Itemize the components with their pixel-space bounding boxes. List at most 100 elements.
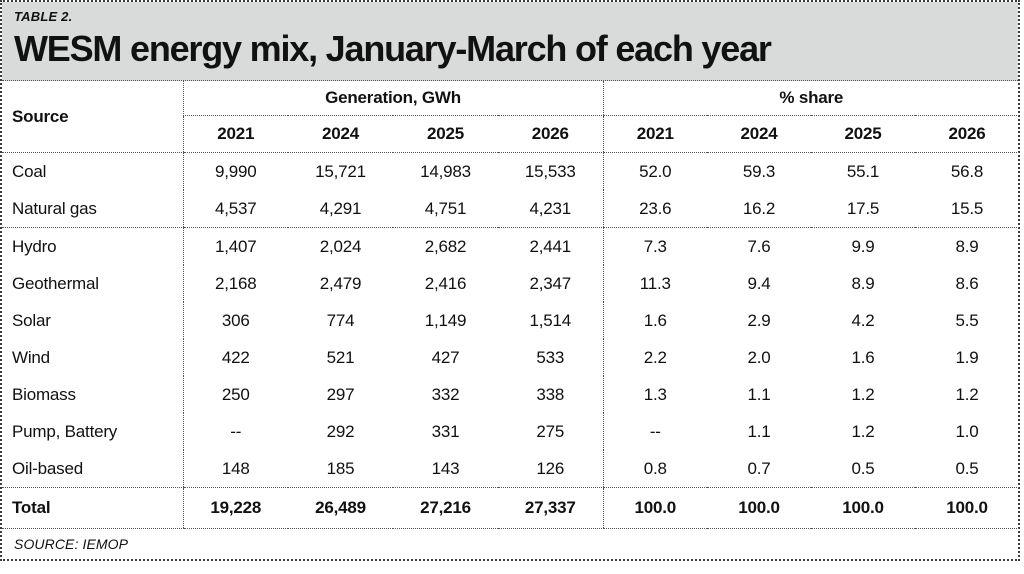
share-value: 9.9: [851, 236, 875, 256]
share-value: 52.0: [602, 152, 708, 190]
generation-value: 14,983: [420, 161, 471, 181]
generation-value: 306: [182, 302, 288, 339]
total-row-label: Total: [2, 487, 183, 529]
share-value: 0.8: [602, 450, 708, 488]
generation-value: 4,291: [288, 190, 393, 228]
generation-value: 1,514: [529, 310, 572, 330]
column-group-share: % share: [602, 81, 1020, 116]
share-value: 1.3: [602, 376, 708, 413]
share-value: 8.9: [851, 273, 875, 293]
total-share-2024: 100.0: [707, 487, 812, 529]
generation-value: 774: [326, 310, 355, 330]
total-share-2026: 100.0: [915, 487, 1020, 529]
generation-value: 275: [536, 421, 565, 441]
generation-value: 9,990: [182, 152, 288, 190]
year-header-share-2024: 2024: [707, 115, 812, 153]
row-label: Natural gas: [2, 190, 183, 228]
row-label: Biomass: [12, 384, 76, 404]
row-label: Oil-based: [2, 450, 183, 488]
generation-value: 1,407: [182, 227, 288, 265]
generation-value: 2,479: [319, 273, 362, 293]
share-value: 5.5: [955, 310, 979, 330]
share-value: 59.3: [742, 161, 776, 181]
generation-value: 292: [326, 421, 355, 441]
table-row: Solar 306 774 1,149 1,514 1.6 2.9 4.2 5.5: [2, 302, 1019, 339]
share-value: --: [602, 413, 708, 450]
column-group-generation: Generation, GWh: [182, 81, 604, 116]
table-row: Coal 9,990 15,721 14,983 15,533 52.0 59.3 55.1 5…: [2, 152, 1019, 190]
share-value: 9.4: [747, 273, 771, 293]
row-label: Wind: [12, 347, 50, 367]
generation-value: 422: [182, 339, 288, 376]
generation-value: 2,441: [529, 236, 572, 256]
generation-value: 4,537: [182, 190, 288, 228]
row-label: Solar: [12, 310, 51, 330]
share-value: 1.2: [851, 384, 875, 404]
share-value: 0.5: [811, 450, 916, 488]
column-header-source: Source: [2, 81, 183, 153]
generation-value: 185: [288, 450, 393, 488]
generation-value: 2,168: [182, 265, 288, 302]
row-label: Pump, Battery: [12, 421, 118, 441]
generation-value: 533: [536, 347, 565, 367]
generation-value: 15,721: [315, 161, 366, 181]
share-value: 8.6: [955, 273, 979, 293]
generation-value: 331: [431, 421, 460, 441]
share-value: 11.3: [602, 265, 708, 302]
generation-value: --: [182, 413, 288, 450]
generation-value: 521: [326, 347, 355, 367]
total-share-2025: 100.0: [811, 487, 916, 529]
table-title: WESM energy mix, January-March of each y…: [14, 28, 772, 69]
table-row: Geothermal 2,168 2,479 2,416 2,347 11.3 9.4 8.9…: [2, 265, 1019, 302]
year-header-share-2026: 2026: [915, 115, 1020, 153]
generation-value: 15,533: [524, 161, 576, 181]
total-generation-2021: 19,228: [182, 487, 288, 529]
total-row: Total 19,228 26,489 27,216 27,337 100.0 …: [2, 487, 1020, 529]
share-value: 8.9: [955, 236, 979, 256]
share-value: 56.8: [950, 161, 984, 181]
generation-value: 143: [393, 450, 498, 488]
share-value: 7.3: [602, 227, 708, 265]
table-row: Oil-based 148 185 143 126 0.8 0.7 0.5 0.5: [2, 450, 1020, 488]
generation-value: 2,024: [319, 236, 362, 256]
generation-value: 250: [182, 376, 288, 413]
share-value: 1.1: [747, 421, 771, 441]
generation-value: 2,347: [529, 273, 572, 293]
share-value: 16.2: [707, 190, 812, 228]
share-value: 1.0: [955, 421, 979, 441]
share-value: 7.6: [747, 236, 771, 256]
generation-value: 297: [326, 384, 355, 404]
table-row: Biomass 250 297 332 338 1.3 1.1 1.2 1.2: [2, 376, 1019, 413]
total-generation-2026: 27,337: [498, 487, 604, 529]
share-value: 1.1: [747, 384, 771, 404]
share-value: 2.2: [602, 339, 708, 376]
table-row: Hydro 1,407 2,024 2,682 2,441 7.3 7.6 9.9 8.9: [2, 227, 1019, 265]
energy-mix-table: Source Generation, GWh % share 2021 2024…: [2, 81, 1020, 529]
source-note: SOURCE: IEMOP: [14, 536, 129, 552]
share-value: 0.7: [707, 450, 812, 488]
table-row: Wind 422 521 427 533 2.2 2.0 1.6 1.9: [2, 339, 1019, 376]
row-label: Coal: [12, 161, 47, 181]
generation-value: 332: [431, 384, 460, 404]
table-card: TABLE 2. WESM energy mix, January-March …: [0, 0, 1020, 561]
year-header-generation-2024: 2024: [288, 115, 393, 153]
share-value: 0.5: [915, 450, 1020, 488]
generation-value: 148: [182, 450, 288, 488]
share-value: 2.0: [747, 347, 771, 367]
year-header-generation-2021: 2021: [182, 115, 288, 153]
share-value: 1.9: [955, 347, 979, 367]
row-label: Geothermal: [12, 273, 99, 293]
generation-value: 4,231: [498, 190, 604, 228]
table-masthead: TABLE 2. WESM energy mix, January-March …: [2, 2, 1018, 81]
year-header-row: 2021 2024 2025 2026 2021 2024 2025 2026: [2, 115, 1020, 153]
total-generation-2024: 26,489: [288, 487, 393, 529]
table-row: Pump, Battery -- 292 331 275 -- 1.1 1.2 1.0: [2, 413, 1019, 450]
year-header-share-2025: 2025: [811, 115, 916, 153]
generation-value: 2,682: [424, 236, 467, 256]
group-header-row: Source Generation, GWh % share: [2, 81, 1020, 153]
year-header-generation-2026: 2026: [498, 115, 604, 153]
share-value: 2.9: [747, 310, 771, 330]
table-row: Natural gas 4,537 4,291 4,751 4,231 23.6 16.2 1…: [2, 190, 1020, 228]
share-value: 1.6: [602, 302, 708, 339]
year-header-share-2021: 2021: [602, 115, 708, 153]
